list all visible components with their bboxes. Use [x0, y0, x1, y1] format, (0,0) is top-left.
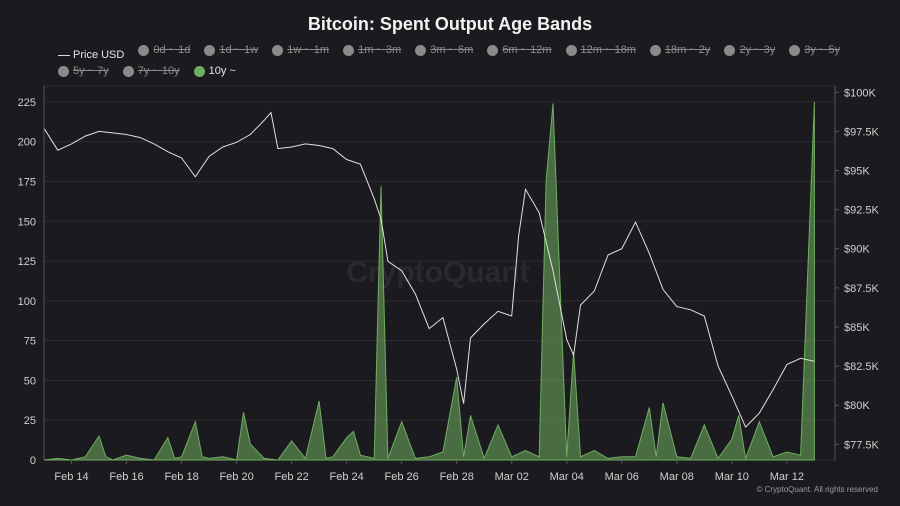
x-tick-label: Mar 04 — [550, 471, 584, 483]
legend-label: Price USD — [73, 49, 125, 61]
x-tick-label: Mar 06 — [605, 471, 639, 483]
legend-label: 2y ~ 3y — [739, 44, 776, 56]
y-left-tick-label: 0 — [30, 455, 36, 467]
x-tick-label: Feb 14 — [54, 471, 88, 483]
legend-item[interactable]: 10y ~ — [193, 63, 236, 79]
legend-label: 5y ~ 7y — [73, 65, 109, 77]
x-tick-label: Feb 18 — [164, 471, 198, 483]
legend-item[interactable]: 18m ~ 2y — [649, 42, 711, 58]
axes: 0 25 50 75 100 125 150 175 200 225 $77.5K $80K $82.5… — [18, 86, 880, 483]
x-tick-label: Feb 22 — [274, 471, 308, 483]
y-right-tick-label: $97.5K — [844, 126, 880, 138]
legend-label: 7y ~ 10y — [137, 65, 180, 77]
legend-label: 10y ~ — [208, 65, 236, 77]
y-right-tick-label: $90K — [844, 244, 870, 256]
legend-label: 0d ~ 1d — [153, 44, 191, 56]
y-left-tick-label: 150 — [18, 216, 36, 228]
y-right-tick-label: $82.5K — [844, 361, 880, 373]
legend-label: 3y ~ 5y — [804, 44, 840, 56]
x-tick-label: Mar 10 — [715, 471, 749, 483]
band-layer — [43, 101, 815, 461]
legend-item[interactable]: 2y ~ 3y — [724, 42, 775, 58]
legend-item[interactable]: 1w ~ 1m — [272, 42, 329, 58]
line-marker — [58, 54, 70, 56]
legend-item[interactable]: 3y ~ 5y — [789, 42, 840, 58]
legend: Price USD 0d ~ 1d 1d ~ 1w 1w ~ 1m 1m ~ 3m 3m … — [58, 42, 858, 82]
legend-item[interactable]: 3m ~ 6m — [415, 42, 473, 58]
legend-label: 18m ~ 2y — [664, 44, 711, 56]
x-tick-label: Feb 28 — [440, 471, 474, 483]
y-right-tick-label: $100K — [844, 87, 876, 99]
dot-marker — [487, 44, 499, 56]
series-price-line — [43, 111, 815, 428]
x-tick-label: Mar 08 — [660, 471, 694, 483]
dot-marker — [138, 44, 150, 56]
dot-marker — [204, 44, 216, 56]
dot-marker — [565, 44, 577, 56]
x-tick-label: Feb 20 — [219, 471, 253, 483]
dot-marker — [415, 44, 427, 56]
price-layer — [43, 111, 815, 428]
y-left-tick-label: 225 — [18, 97, 36, 109]
y-left-tick-label: 100 — [18, 296, 36, 308]
legend-label: 1w ~ 1m — [287, 44, 330, 56]
legend-label: 1m ~ 3m — [358, 44, 402, 56]
dot-marker — [58, 65, 69, 77]
dot-marker — [272, 44, 284, 56]
legend-item[interactable]: 1d ~ 1w — [204, 42, 258, 58]
watermark: CryptoQuant — [346, 256, 529, 289]
legend-item[interactable]: Price USD — [58, 47, 124, 63]
legend-item[interactable]: 0d ~ 1d — [138, 42, 190, 58]
y-left-tick-label: 125 — [18, 256, 36, 268]
dot-marker — [789, 44, 801, 56]
legend-item[interactable]: 7y ~ 10y — [122, 63, 180, 79]
y-left-tick-label: 50 — [24, 375, 36, 387]
y-left-tick-label: 25 — [24, 415, 36, 427]
legend-label: 1d ~ 1w — [219, 44, 259, 56]
dot-marker — [193, 65, 205, 77]
dot-marker — [724, 44, 736, 56]
y-left-tick-label: 75 — [24, 336, 36, 348]
legend-label: 6m ~ 12m — [502, 44, 552, 56]
series-10y-area — [43, 101, 815, 461]
x-tick-label: Mar 02 — [495, 471, 529, 483]
dot-marker — [122, 65, 134, 77]
x-tick-label: Feb 24 — [330, 471, 364, 483]
y-right-tick-label: $80K — [844, 400, 870, 412]
legend-item[interactable]: 12m ~ 18m — [565, 42, 636, 58]
y-left-tick-label: 200 — [18, 137, 36, 149]
y-right-tick-label: $95K — [844, 166, 870, 178]
dot-marker — [343, 44, 355, 56]
y-left-tick-label: 175 — [18, 176, 36, 188]
chart-title: Bitcoin: Spent Output Age Bands — [307, 14, 593, 34]
y-right-tick-label: $87.5K — [844, 283, 880, 295]
legend-item[interactable]: 5y ~ 7y — [58, 63, 109, 79]
x-tick-label: Mar 12 — [770, 471, 804, 483]
legend-item[interactable]: 6m ~ 12m — [487, 42, 552, 58]
y-right-tick-label: $77.5K — [844, 439, 880, 451]
x-tick-label: Feb 26 — [385, 471, 419, 483]
y-right-tick-label: $85K — [844, 322, 870, 334]
legend-item[interactable]: 1m ~ 3m — [343, 42, 401, 58]
x-tick-label: Feb 16 — [109, 471, 143, 483]
legend-label: 12m ~ 18m — [580, 44, 636, 56]
y-right-tick-label: $92.5K — [844, 205, 880, 217]
legend-label: 3m ~ 6m — [430, 44, 474, 56]
copyright: © CryptoQuant. All rights reserved — [756, 485, 879, 494]
dot-marker — [649, 44, 661, 56]
